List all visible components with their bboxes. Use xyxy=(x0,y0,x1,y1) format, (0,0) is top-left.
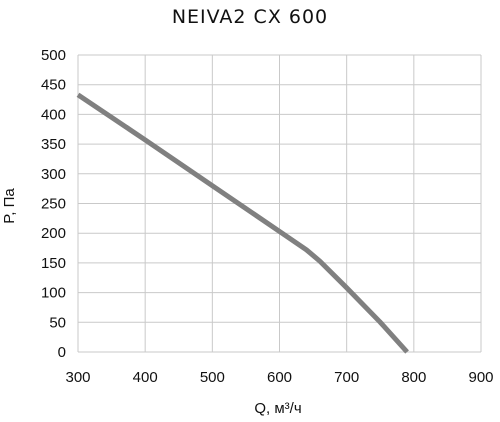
chart-title: NEIVA2 CX 600 xyxy=(171,6,329,28)
y-tick-label: 400 xyxy=(41,106,66,123)
y-tick-label: 500 xyxy=(41,47,66,64)
gridlines xyxy=(77,54,482,353)
x-tick-label: 600 xyxy=(267,369,292,386)
x-tick-label: 400 xyxy=(133,369,158,386)
y-tick-label: 250 xyxy=(41,196,66,213)
x-tick-label: 700 xyxy=(334,369,359,386)
x-tick-label: 500 xyxy=(200,369,225,386)
y-tick-label: 50 xyxy=(49,314,66,331)
x-tick-label: 900 xyxy=(468,369,493,386)
series-line xyxy=(76,92,409,354)
y-tick-label: 450 xyxy=(41,77,66,94)
y-tick-label: 200 xyxy=(41,225,66,242)
y-axis-label: P, Па xyxy=(1,188,18,224)
x-tick-label: 300 xyxy=(65,369,90,386)
y-tick-label: 0 xyxy=(58,344,66,361)
y-tick-label: 100 xyxy=(41,285,66,302)
y-tick-label: 350 xyxy=(41,136,66,153)
tick-labels: 300 400 500 600 700 800 900 0 50 100 150 200 250 300 3… xyxy=(41,47,494,386)
y-tick-label: 300 xyxy=(41,166,66,183)
x-tick-label: 800 xyxy=(401,369,426,386)
series-layer xyxy=(76,92,409,354)
x-axis-label: Q, м³/ч xyxy=(254,400,301,417)
y-tick-label: 150 xyxy=(41,255,66,272)
